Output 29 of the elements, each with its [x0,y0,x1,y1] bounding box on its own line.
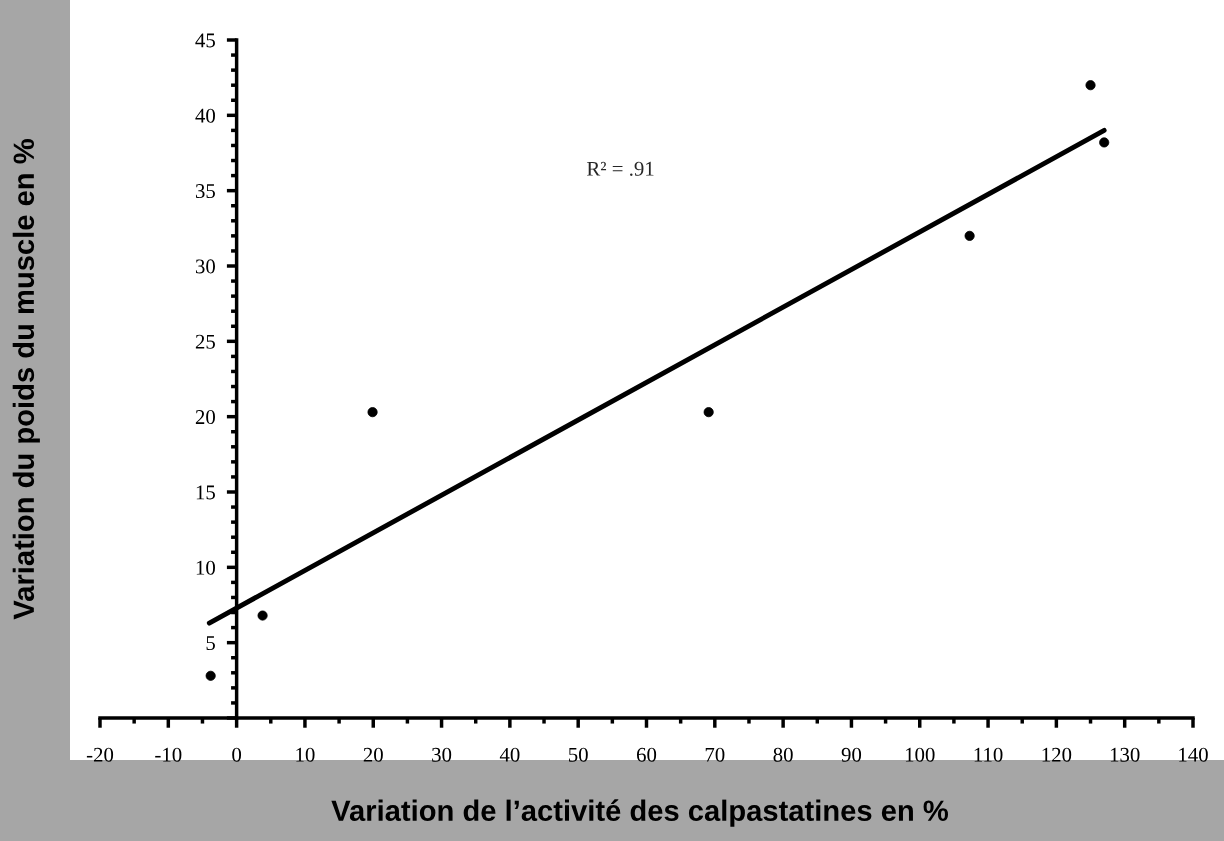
y-tick-label: 30 [195,259,215,274]
x-tick-label: 30 [432,747,452,762]
y-tick-label: 35 [195,184,215,199]
x-tick-label: 20 [363,747,383,762]
x-tick-label: 90 [841,747,862,762]
annotation: R² = .91 [586,161,654,176]
y-tick-label: 40 [195,108,215,123]
x-tick-label: 70 [705,747,725,762]
y-tick-label: 5 [206,636,215,651]
x-tick-label: 60 [636,747,657,762]
x-tick-label: 120 [1042,747,1072,762]
x-tick-label: 0 [232,747,242,762]
x-tick-label: -10 [155,747,182,762]
x-tick-label: 140 [1179,747,1208,762]
x-axis-title: Variation de l’activité des calpastatines en % [331,799,949,827]
y-tick-label: 10 [196,560,215,575]
y-tick-label: 20 [195,410,215,425]
y-axis-title: Variation du poids du muscle en % [12,139,40,620]
x-tick-label: 80 [773,747,793,762]
x-tick-label: 40 [499,747,520,762]
x-tick-label: 110 [974,747,1003,762]
x-tick-label: -20 [86,747,114,762]
y-tick-label: 15 [196,485,215,500]
y-tick-label: 25 [195,334,215,349]
x-tick-label: 100 [905,747,935,762]
x-tick-label: 130 [1110,747,1140,762]
x-tick-label: 10 [296,747,315,762]
x-tick-label: 50 [568,747,588,762]
y-tick-label: 45 [195,33,215,48]
